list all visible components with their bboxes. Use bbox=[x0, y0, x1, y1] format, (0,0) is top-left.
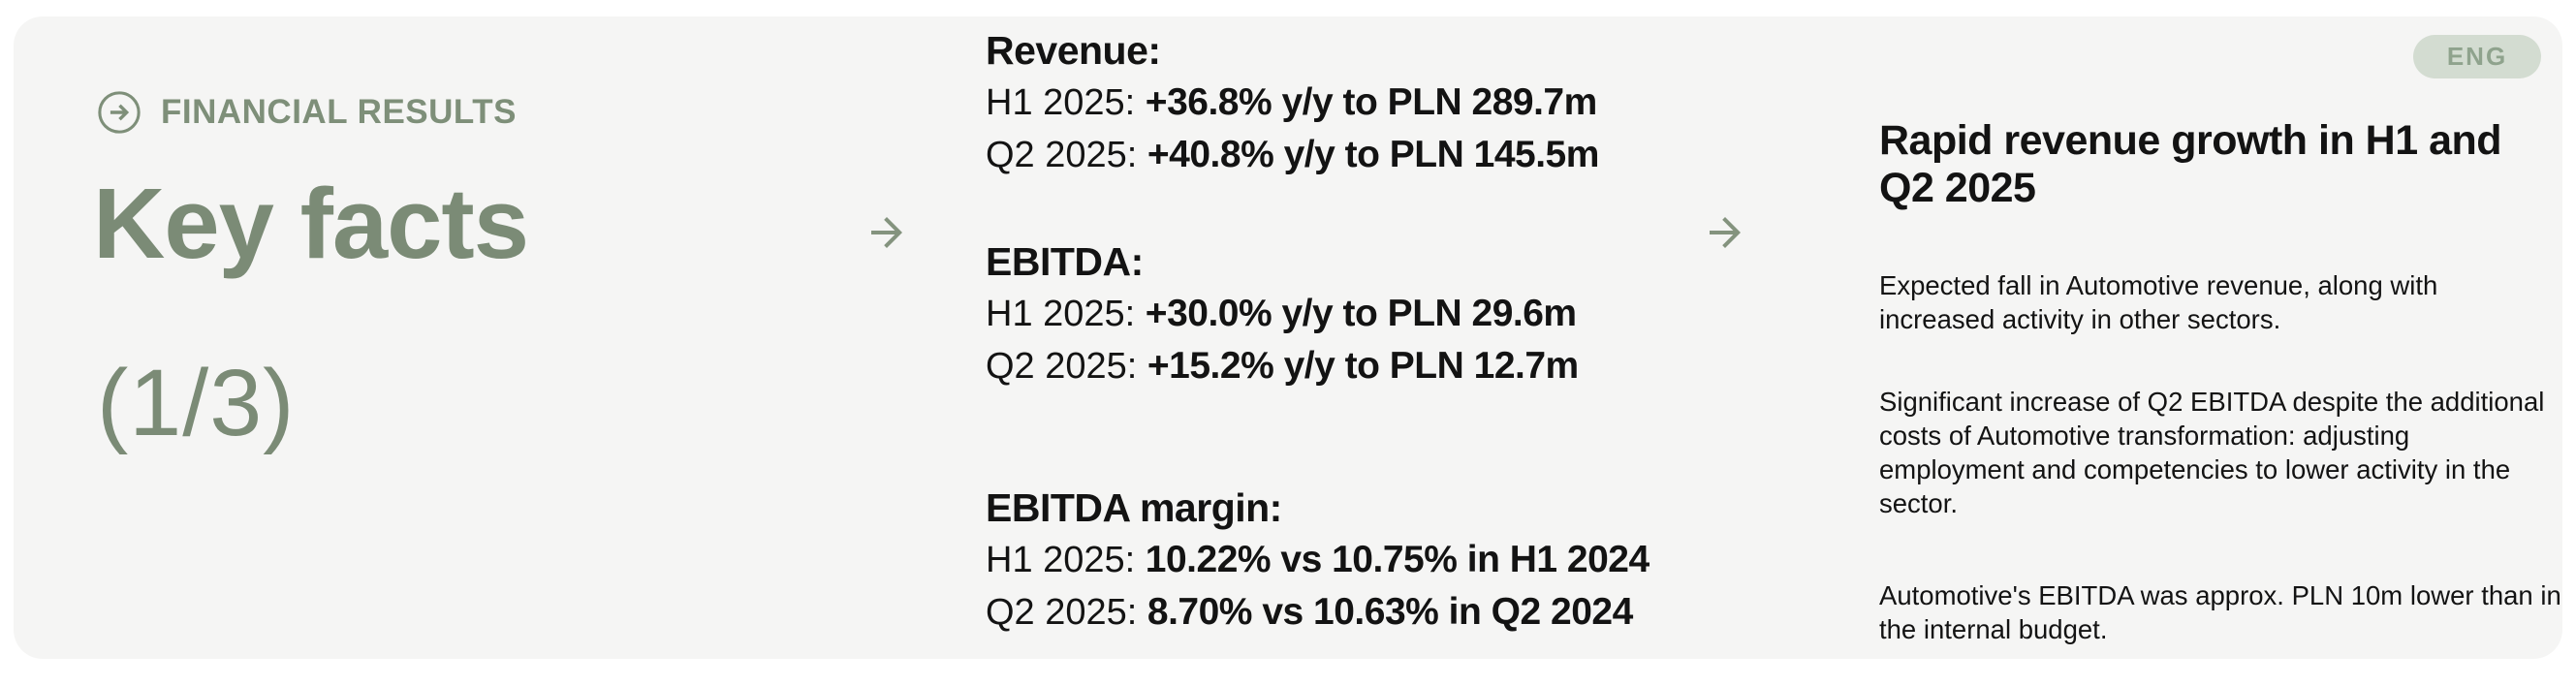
commentary-paragraph: Significant increase of Q2 EBITDA despit… bbox=[1879, 387, 2545, 518]
stat-line: Q2 2025: 8.70% vs 10.63% in Q2 2024 bbox=[986, 586, 1761, 639]
stat-block-ebitda: EBITDA: H1 2025: +30.0% y/y to PLN 29.6m… bbox=[986, 235, 1761, 392]
stat-value: +15.2% y/y to PLN 12.7m bbox=[1147, 345, 1579, 387]
commentary-column: Rapid revenue growth in H1 and Q2 2025 E… bbox=[1879, 117, 2567, 646]
stat-line: H1 2025: +30.0% y/y to PLN 29.6m bbox=[986, 288, 1761, 340]
stats-column: Revenue: H1 2025: +36.8% y/y to PLN 289.… bbox=[986, 24, 1761, 639]
stat-heading: EBITDA margin: bbox=[986, 485, 1282, 530]
commentary-paragraph: Automotive's EBITDA was approx. PLN 10m … bbox=[1879, 580, 2561, 644]
stat-value: +30.0% y/y to PLN 29.6m bbox=[1145, 293, 1577, 334]
stat-line: H1 2025: 10.22% vs 10.75% in H1 2024 bbox=[986, 534, 1761, 586]
arrow-right-icon bbox=[1702, 209, 1748, 256]
stat-heading: EBITDA: bbox=[986, 239, 1144, 284]
stat-block-revenue: Revenue: H1 2025: +36.8% y/y to PLN 289.… bbox=[986, 24, 1761, 181]
stat-period: Q2 2025: bbox=[986, 592, 1147, 633]
stat-value: 8.70% vs 10.63% in Q2 2024 bbox=[1147, 591, 1633, 633]
stat-period: H1 2025: bbox=[986, 82, 1146, 123]
section-title: FINANCIAL RESULTS bbox=[161, 93, 517, 131]
stat-block-ebitda-margin: EBITDA margin: H1 2025: 10.22% vs 10.75%… bbox=[986, 482, 1761, 639]
stat-value: +40.8% y/y to PLN 145.5m bbox=[1147, 134, 1600, 175]
stat-heading: Revenue: bbox=[986, 28, 1161, 73]
commentary-paragraph: Expected fall in Automotive revenue, alo… bbox=[1879, 270, 2438, 334]
stat-period: Q2 2025: bbox=[986, 135, 1147, 175]
stat-period: H1 2025: bbox=[986, 294, 1146, 334]
circle-arrow-right-icon bbox=[97, 90, 141, 135]
page-title: Key facts bbox=[93, 168, 529, 279]
page-indicator: (1/3) bbox=[97, 350, 296, 455]
stat-value: +36.8% y/y to PLN 289.7m bbox=[1145, 81, 1598, 123]
section-header: FINANCIAL RESULTS bbox=[97, 90, 517, 135]
stat-value: 10.22% vs 10.75% in H1 2024 bbox=[1145, 539, 1649, 580]
stat-period: Q2 2025: bbox=[986, 346, 1147, 387]
stat-line: H1 2025: +36.8% y/y to PLN 289.7m bbox=[986, 77, 1761, 129]
commentary-heading: Rapid revenue growth in H1 and Q2 2025 bbox=[1879, 117, 2502, 211]
stat-line: Q2 2025: +15.2% y/y to PLN 12.7m bbox=[986, 340, 1761, 392]
arrow-right-icon bbox=[864, 209, 910, 256]
stat-line: Q2 2025: +40.8% y/y to PLN 145.5m bbox=[986, 129, 1761, 181]
language-badge[interactable]: ENG bbox=[2413, 35, 2541, 78]
stat-period: H1 2025: bbox=[986, 540, 1146, 580]
slide: FINANCIAL RESULTS Key facts (1/3) Revenu… bbox=[14, 16, 2562, 659]
